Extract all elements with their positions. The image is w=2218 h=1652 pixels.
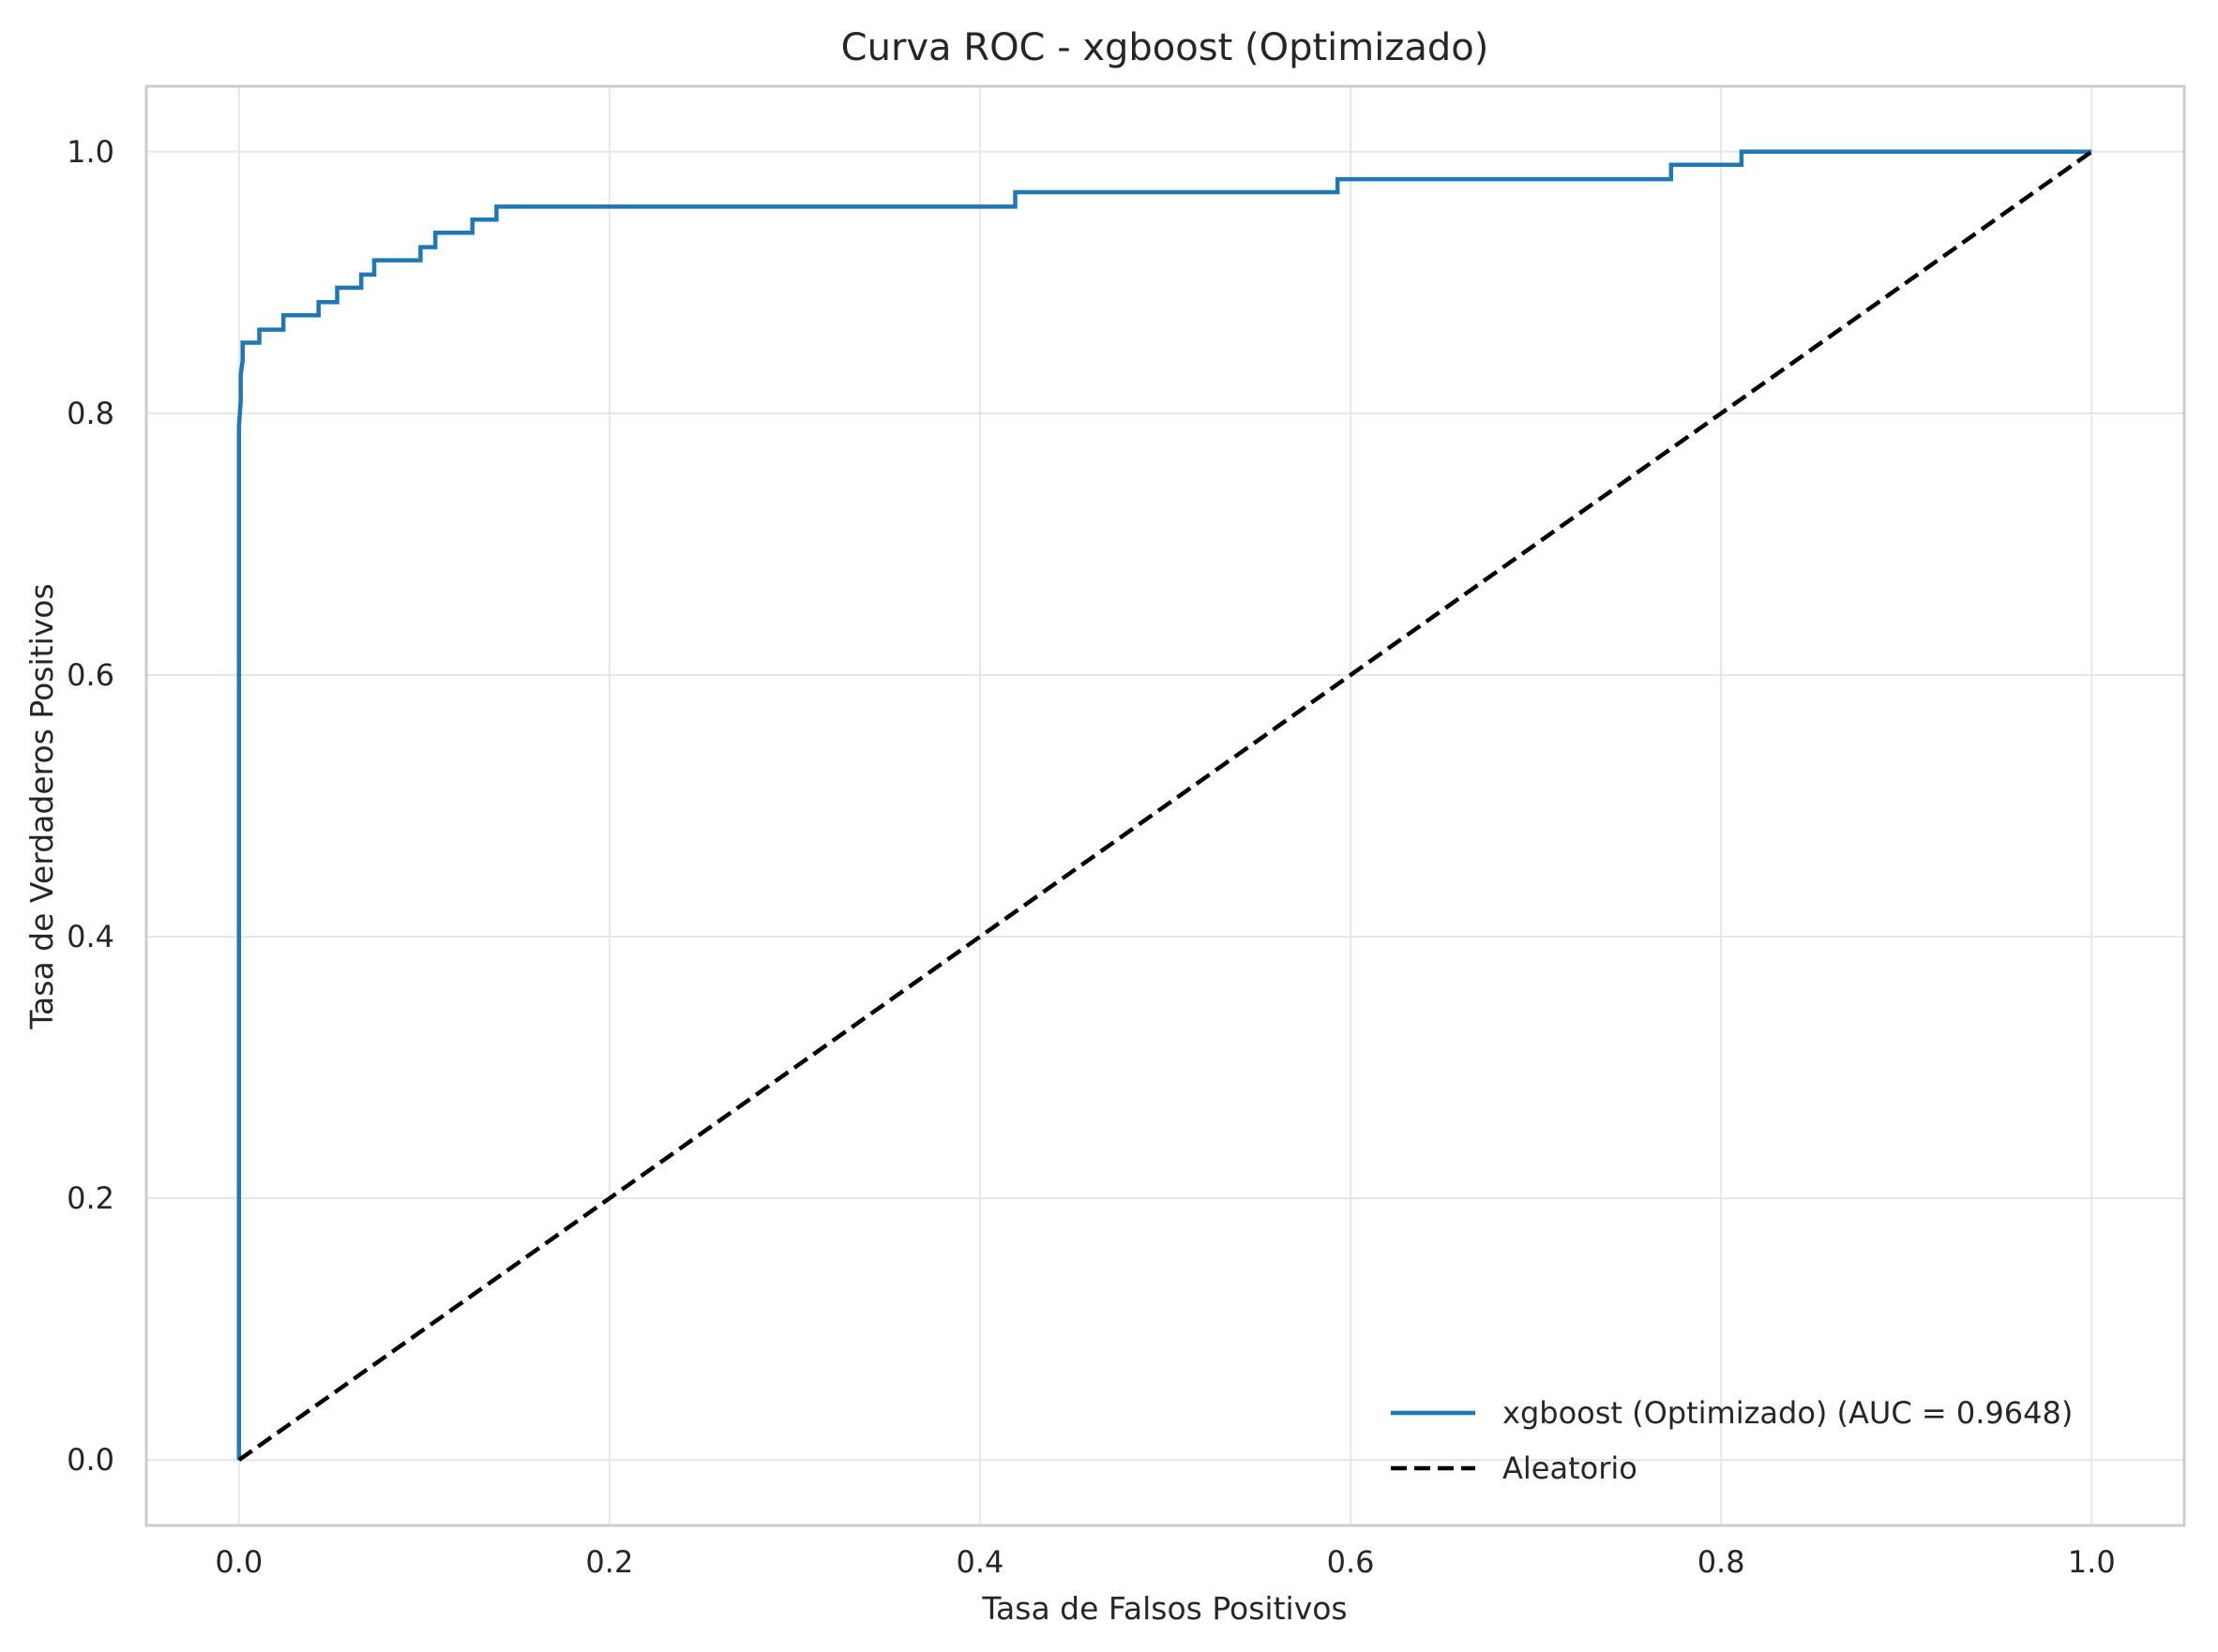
x-tick-label: 0.8 [1697, 1544, 1745, 1580]
y-tick-label: 0.0 [67, 1442, 114, 1478]
x-tick-label: 0.6 [1327, 1544, 1375, 1580]
y-tick-label: 0.6 [67, 657, 114, 693]
x-axis-label: Tasa de Falsos Positivos [981, 1590, 1347, 1627]
chart-title: Curva ROC - xgboost (Optimizado) [841, 26, 1489, 69]
legend: xgboost (Optimizado) (AUC = 0.9648) Aleat… [1391, 1395, 2073, 1486]
y-tick-label: 0.2 [67, 1180, 114, 1216]
legend-label: xgboost (Optimizado) (AUC = 0.9648) [1502, 1395, 2073, 1431]
ticks: 0.0 0.2 0.4 0.6 0.8 1.0 0.0 0.2 0.4 0.6 0.8 1.0 [67, 134, 2116, 1580]
x-tick-label: 0.2 [585, 1544, 633, 1580]
series [236, 149, 2093, 1463]
legend-label: Aleatorio [1502, 1450, 1637, 1486]
y-tick-label: 0.8 [67, 396, 114, 431]
y-tick-label: 0.4 [67, 919, 114, 954]
y-axis-label: Tasa de Verdaderos Positivos [23, 583, 60, 1029]
roc-curve-line [236, 149, 2092, 1461]
x-tick-label: 0.4 [957, 1544, 1004, 1580]
x-tick-label: 0.0 [215, 1544, 263, 1580]
random-baseline-line [237, 149, 2093, 1463]
y-tick-label: 1.0 [67, 134, 114, 170]
grid [146, 86, 2184, 1525]
plot-frame [144, 84, 2186, 1527]
x-tick-label: 1.0 [2068, 1544, 2116, 1580]
